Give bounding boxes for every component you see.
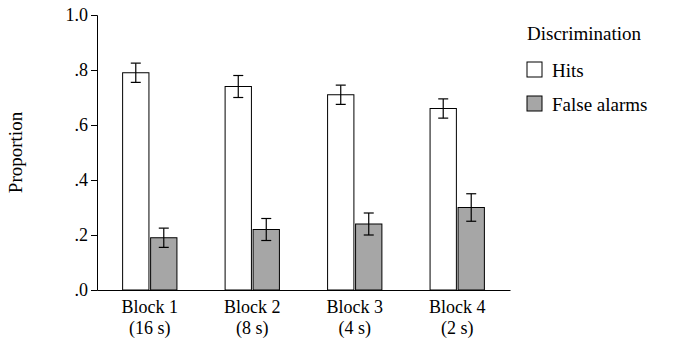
error-stem [368,213,369,235]
bar [225,87,251,291]
tick: Block 4(2 s) [429,290,486,339]
tick: .2 [75,225,98,245]
error-stem [163,228,164,247]
legend-swatch [527,96,542,111]
error-cap [233,75,243,76]
error-cap [233,97,243,98]
tick: Block 3(4 s) [326,290,383,339]
tick-label: Block 4(2 s) [429,297,486,340]
error-cap [261,240,271,241]
tick-label-line: (8 s) [236,318,269,339]
tick: Block 2(8 s) [224,290,281,339]
error-stem [443,99,444,118]
y-axis: .0 .2 .4 .6 .8 1.0 [66,5,98,300]
legend-title: Discrimination [527,23,641,44]
tick: .4 [75,170,98,190]
error-cap [466,193,476,194]
tick-label: Block 2(8 s) [224,297,281,340]
tick-label: .0 [75,280,89,300]
tick-label-line: Block 3 [326,297,383,317]
error-cap [364,212,374,213]
tick-label-line: Block 4 [429,297,486,317]
error-cap [336,85,346,86]
tick-mark [91,70,97,71]
legend-label: False alarms [552,94,648,115]
tick: .8 [75,60,98,80]
tick-label-line: (2 s) [441,318,474,339]
tick-mark [91,290,97,291]
error-cap [438,118,448,119]
error-stem [266,219,267,241]
tick-label: Block 3(4 s) [326,297,383,340]
axis-line [98,290,511,291]
legend-label: Hits [552,60,584,81]
error-cap [438,98,448,99]
tick-label-line: Block 2 [224,297,281,317]
bar [328,95,354,290]
error-cap [131,63,141,64]
tick: .0 [75,280,98,300]
tick-mark [91,125,97,126]
series [151,194,485,290]
tick-label-line: (16 s) [129,318,171,339]
error-bar [233,76,243,98]
series [123,63,457,290]
legend: Discrimination Hits False alarms [527,23,648,115]
error-cap [261,218,271,219]
error-stem [340,85,341,104]
bar [123,73,149,290]
tick: 1.0 [66,5,98,25]
plot-area [123,63,485,290]
error-cap [336,104,346,105]
error-stem [238,76,239,98]
tick-label-line: Block 1 [122,297,179,317]
axis-line [91,16,98,291]
error-bar [466,194,476,222]
error-bar [336,85,346,104]
tick-label: 1.0 [66,5,89,25]
error-cap [364,234,374,235]
tick-label: .6 [75,115,89,135]
tick-mark [91,15,97,16]
tick-label: .2 [75,225,89,245]
error-bar [131,63,141,82]
tick-mark [91,235,97,236]
chart: .0.2.4.6.81.0Block 1(16 s)Block 2(8 s)Bl… [0,0,685,357]
y-axis-title: Proportion [5,111,26,193]
error-stem [135,63,136,82]
tick-label: Block 1(16 s) [122,297,179,340]
tick-label: .4 [75,170,89,190]
error-cap [131,82,141,83]
error-bar [364,213,374,235]
error-bar [159,228,169,247]
error-bar [261,219,271,241]
error-cap [159,247,169,248]
tick-label-line: (4 s) [338,318,371,339]
error-stem [471,194,472,222]
tick: Block 1(16 s) [122,290,179,339]
bar [430,109,456,291]
tick-mark [91,180,97,181]
tick: .6 [75,115,98,135]
x-axis: Block 1(16 s)Block 2(8 s)Block 3(4 s)Blo… [98,290,511,339]
error-bar [438,99,448,118]
error-cap [159,228,169,229]
error-cap [466,221,476,222]
legend-swatch [527,62,542,77]
tick-label: .8 [75,60,89,80]
